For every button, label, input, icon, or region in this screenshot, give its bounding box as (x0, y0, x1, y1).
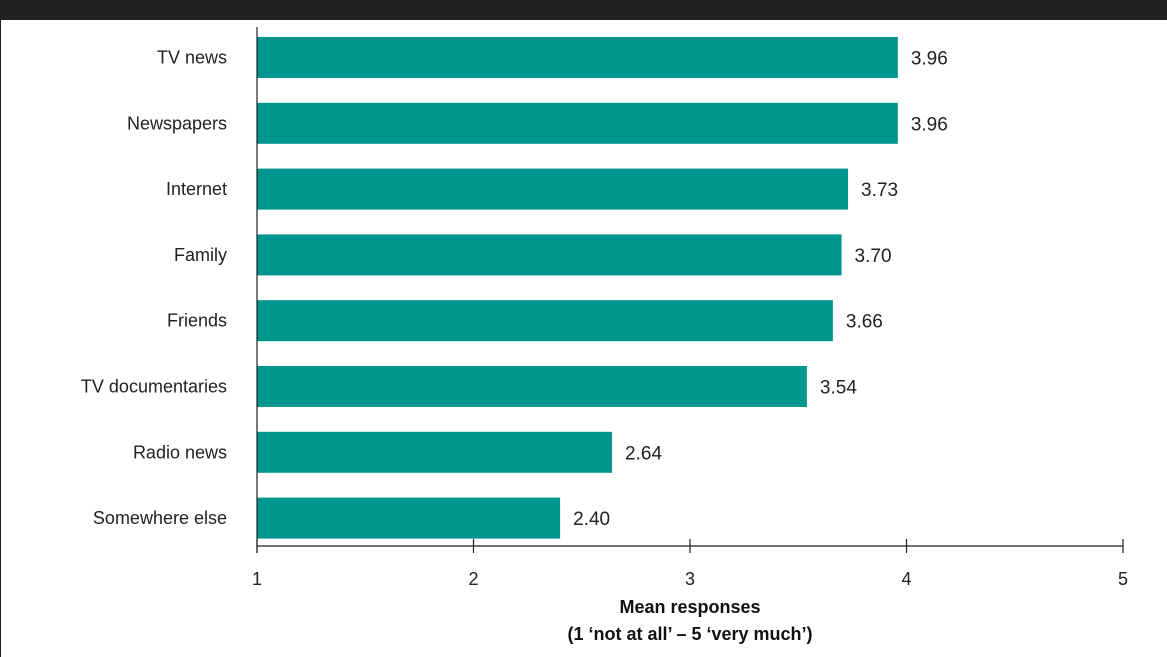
value-label-internet: 3.73 (861, 180, 898, 201)
bar-tv-news (257, 37, 898, 78)
value-label-tv-news: 3.96 (911, 49, 948, 70)
category-label-tv-documentaries: TV documentaries (81, 377, 227, 397)
bars-group (257, 37, 898, 539)
bar-friends (257, 300, 833, 342)
value-label-somewhere-else: 2.40 (573, 509, 610, 530)
category-label-internet: Internet (166, 179, 227, 199)
value-labels-group: 3.96 3.96 3.73 3.70 3.66 3.54 2.64 2.40 (573, 49, 948, 531)
x-tick-label-2: 2 (468, 569, 478, 589)
category-label-somewhere-else: Somewhere else (93, 508, 227, 528)
category-label-radio-news: Radio news (133, 442, 227, 462)
x-tick-label-3: 3 (685, 569, 695, 589)
bar-radio-news (257, 431, 613, 473)
bar-tv-documentaries (257, 366, 807, 407)
category-label-tv-news: TV news (157, 48, 227, 68)
category-labels-group: TV news Newspapers Internet Family Friends TV… (81, 48, 227, 529)
value-label-tv-documentaries: 3.54 (820, 378, 857, 399)
x-axis-title-line2: (1 ‘not at all’ – 5 ‘very much’) (567, 624, 812, 644)
bar-somewhere-else (257, 497, 561, 539)
value-label-friends: 3.66 (846, 312, 883, 333)
value-label-family: 3.70 (855, 246, 892, 267)
x-ticks-group: 1 2 3 4 5 (252, 539, 1128, 589)
x-tick-label-5: 5 (1118, 569, 1128, 589)
bar-internet (257, 168, 849, 210)
category-label-family: Family (174, 245, 227, 265)
value-label-newspapers: 3.96 (911, 114, 948, 135)
x-tick-label-4: 4 (901, 569, 911, 589)
bar-newspapers (257, 102, 898, 144)
category-label-friends: Friends (167, 311, 227, 331)
x-axis-title-line1: Mean responses (619, 597, 760, 617)
bar-family (257, 234, 842, 276)
header-bar (0, 0, 1167, 20)
x-tick-label-1: 1 (252, 569, 262, 589)
category-label-newspapers: Newspapers (127, 113, 227, 133)
value-label-radio-news: 2.64 (625, 443, 662, 464)
